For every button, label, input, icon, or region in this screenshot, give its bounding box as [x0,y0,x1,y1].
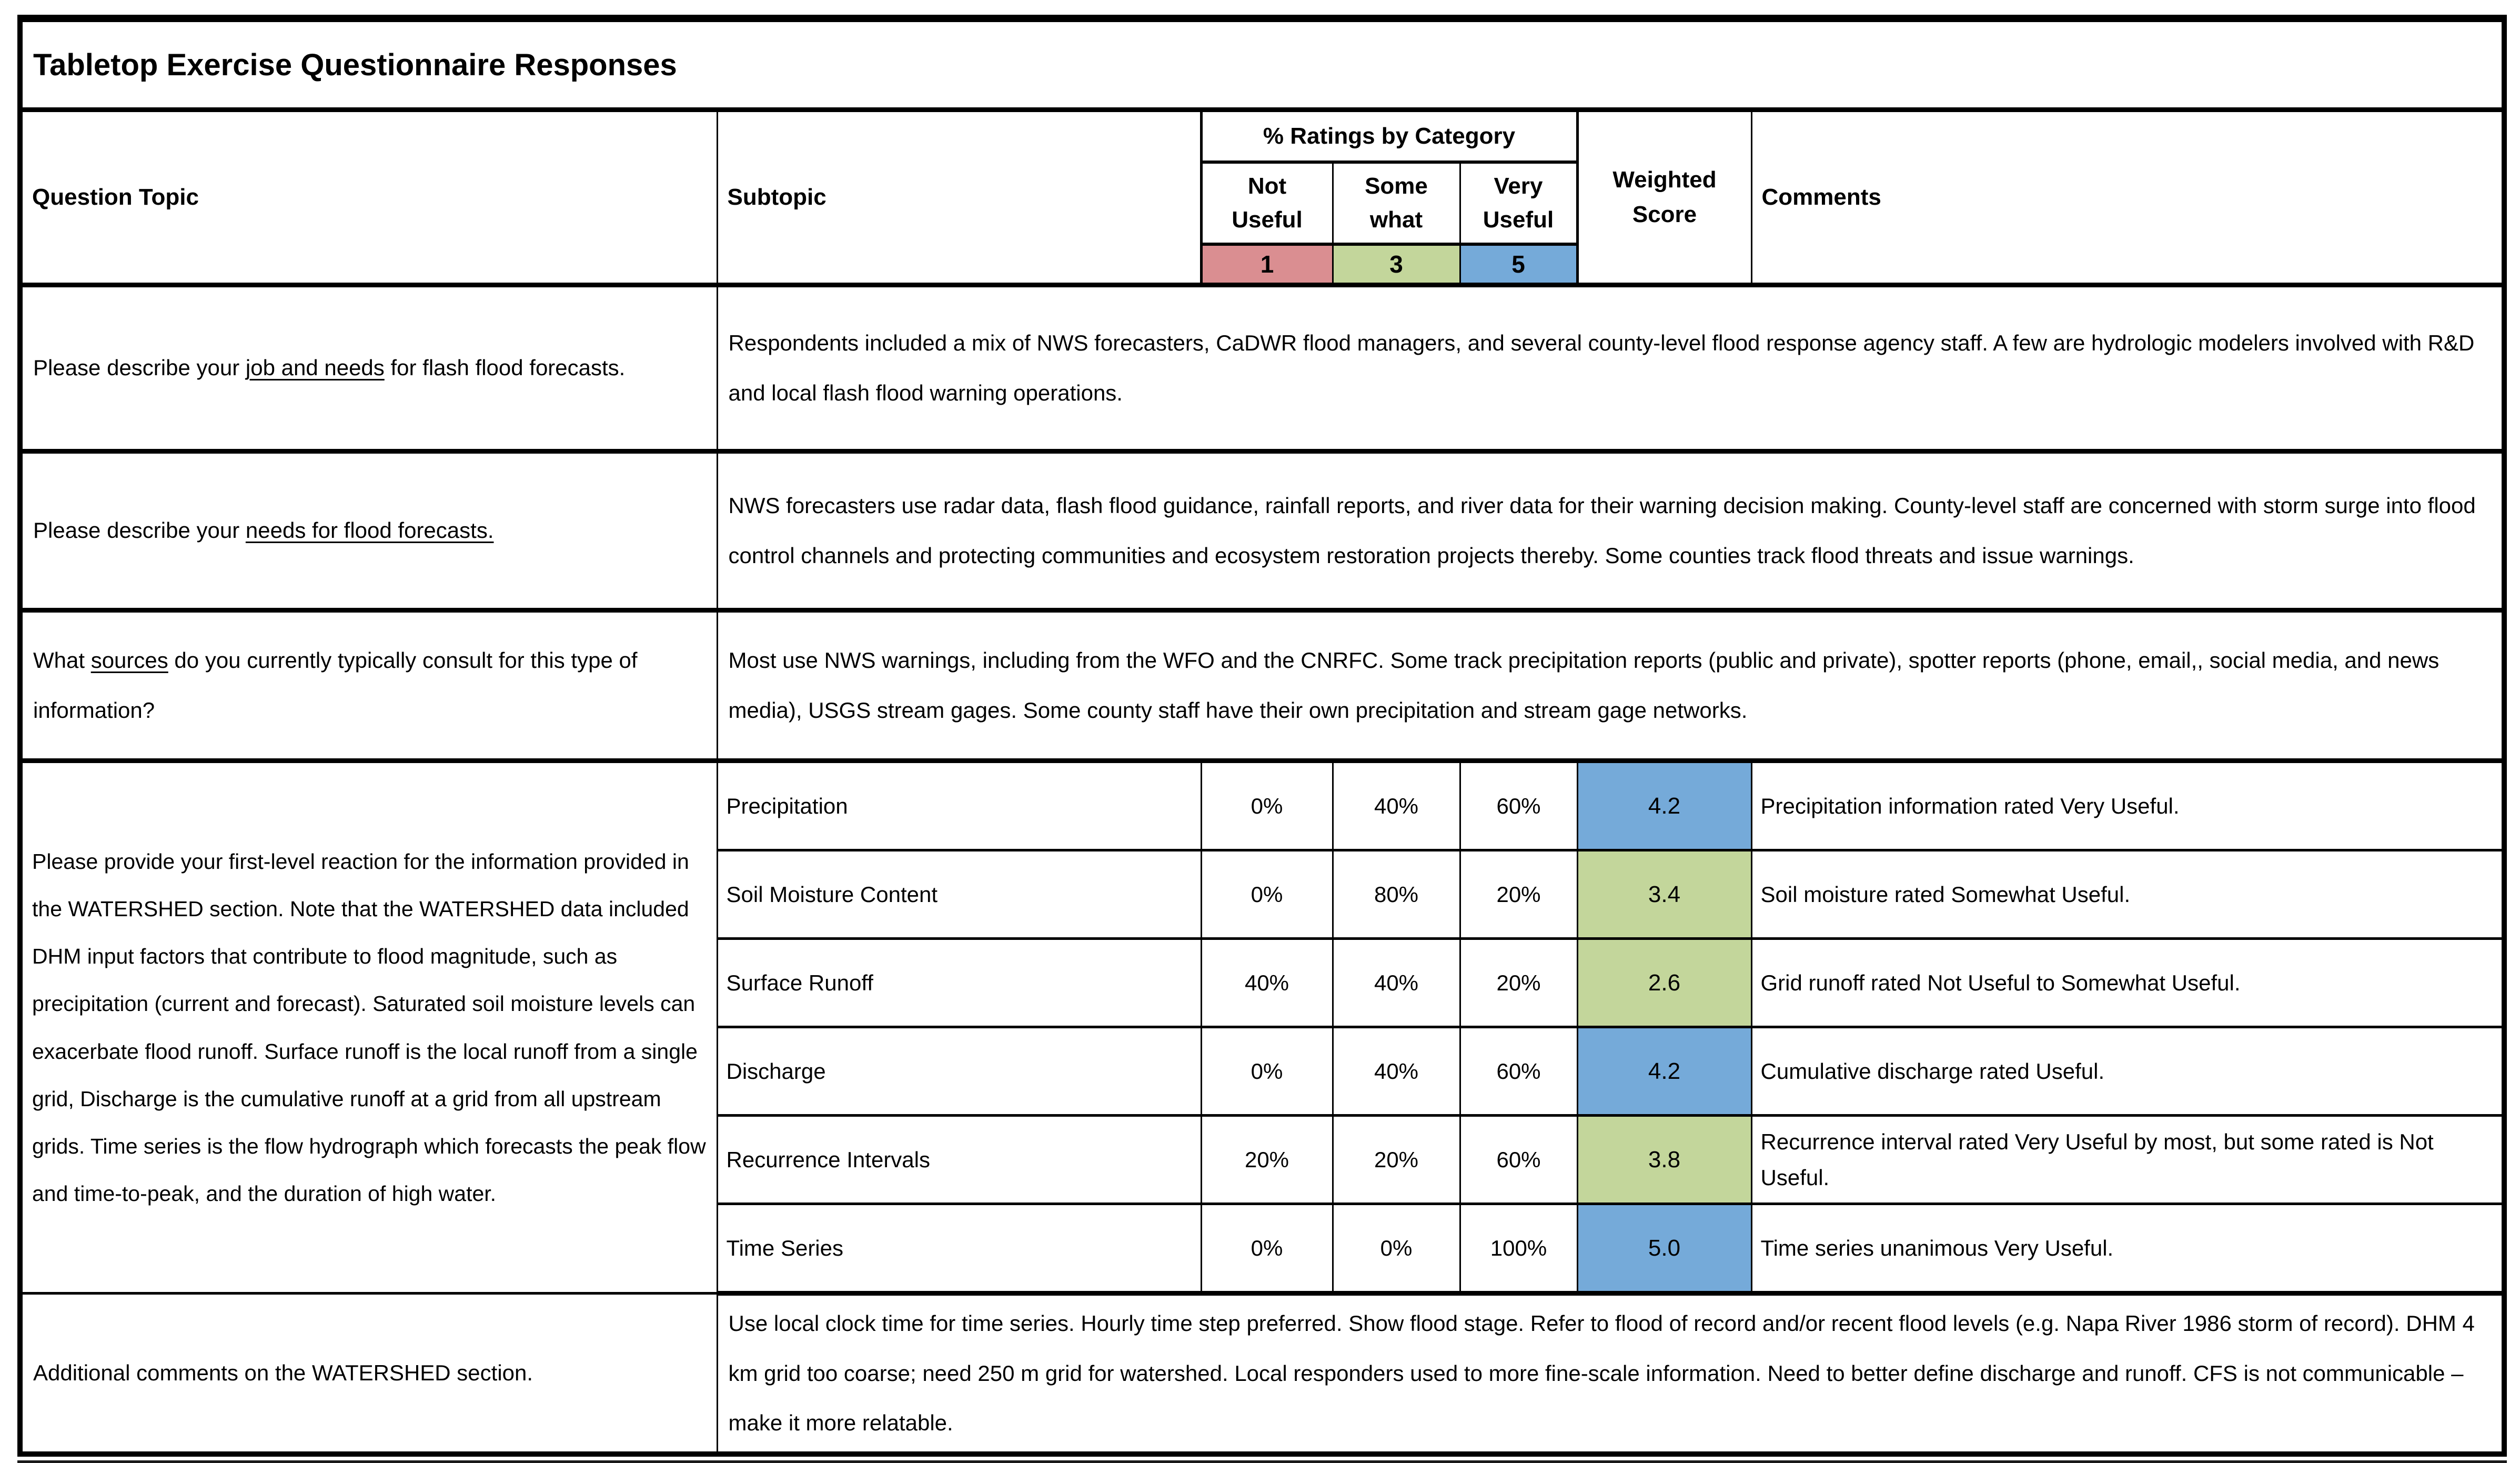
pct-somewhat: 80% [1332,849,1461,940]
pct-not-useful: 0% [1200,1026,1334,1117]
pct-very-useful: 60% [1459,1026,1578,1117]
weighted-score-value: 4.2 [1576,760,1752,851]
header-weight-5: 5 [1459,243,1579,287]
header-weighted-score: Weighted Score [1576,109,1752,287]
question-watershed-reaction: Please provide your first-level reaction… [19,760,718,1295]
header-question-topic: Question Topic [19,109,718,287]
comment-surface-runoff: Grid runoff rated Not Useful to Somewhat… [1750,938,2505,1028]
pct-somewhat: 0% [1332,1203,1461,1296]
pct-very-useful: 60% [1459,1115,1578,1205]
question-underlined-text: sources [90,648,168,673]
header-ratings-group: % Ratings by Category [1199,109,1579,164]
subtopic-precipitation: Precipitation [716,760,1202,851]
answer-additional-comments: Use local clock time for time series. Ho… [716,1292,2505,1456]
subtopic-discharge: Discharge [716,1026,1202,1117]
weighted-score-value: 5.0 [1576,1203,1752,1296]
pct-not-useful: 20% [1200,1115,1334,1205]
question-text: do you currently typically consult for t… [33,648,638,723]
questionnaire-page: Tabletop Exercise Questionnaire Response… [17,15,2507,1463]
question-needs-flood-forecasts: Please describe your needs for flood for… [19,450,718,613]
weighted-score-value: 3.4 [1576,849,1752,940]
pct-somewhat: 20% [1332,1115,1461,1205]
subtopic-surface-runoff: Surface Runoff [716,938,1202,1028]
question-text: for flash flood forecasts. [384,355,626,380]
question-text: Please describe your [33,355,246,380]
answer-job-and-needs: Respondents included a mix of NWS foreca… [716,284,2505,454]
question-underlined-text: needs for flood forecasts. [245,518,494,543]
header-subtopic: Subtopic [716,109,1202,287]
table-title: Tabletop Exercise Questionnaire Response… [19,17,2505,112]
pct-somewhat: 40% [1332,938,1461,1028]
pct-not-useful: 0% [1200,760,1334,851]
weighted-score-value: 3.8 [1576,1115,1752,1205]
question-additional-comments: Additional comments on the WATERSHED sec… [19,1292,718,1456]
question-text: What [33,648,91,673]
question-job-and-needs: Please describe your job and needs for f… [19,284,718,454]
comment-precipitation: Precipitation information rated Very Use… [1750,760,2505,851]
pct-very-useful: 60% [1459,760,1578,851]
answer-sources: Most use NWS warnings, including from th… [716,609,2505,763]
header-category-very-useful: Very Useful [1459,161,1579,246]
weighted-score-value: 4.2 [1576,1026,1752,1117]
question-text: Please describe your [33,518,246,543]
header-category-somewhat: Some what [1332,161,1461,246]
weighted-score-value: 2.6 [1576,938,1752,1028]
subtopic-time-series: Time Series [716,1203,1202,1296]
pct-not-useful: 0% [1200,849,1334,940]
header-weight-1: 1 [1199,243,1334,287]
responses-table-wrapper: Tabletop Exercise Questionnaire Response… [17,15,2507,1463]
question-sources: What sources do you currently typically … [19,609,718,763]
answer-needs-flood-forecasts: NWS forecasters use radar data, flash fl… [716,450,2505,613]
pct-somewhat: 40% [1332,760,1461,851]
subtopic-recurrence-intervals: Recurrence Intervals [716,1115,1202,1205]
header-weight-3: 3 [1332,243,1461,287]
comment-soil-moisture: Soil moisture rated Somewhat Useful. [1750,849,2505,940]
pct-very-useful: 100% [1459,1203,1578,1296]
comment-time-series: Time series unanimous Very Useful. [1750,1203,2505,1296]
subtopic-soil-moisture: Soil Moisture Content [716,849,1202,940]
pct-very-useful: 20% [1459,849,1578,940]
pct-not-useful: 0% [1200,1203,1334,1296]
comment-discharge: Cumulative discharge rated Useful. [1750,1026,2505,1117]
header-comments: Comments [1750,109,2505,287]
pct-very-useful: 20% [1459,938,1578,1028]
question-underlined-text: job and needs [245,355,385,380]
comment-recurrence-intervals: Recurrence interval rated Very Useful by… [1750,1115,2505,1205]
pct-somewhat: 40% [1332,1026,1461,1117]
header-category-not-useful: Not Useful [1199,161,1334,246]
pct-not-useful: 40% [1200,938,1334,1028]
responses-table: Tabletop Exercise Questionnaire Response… [17,15,2507,1457]
